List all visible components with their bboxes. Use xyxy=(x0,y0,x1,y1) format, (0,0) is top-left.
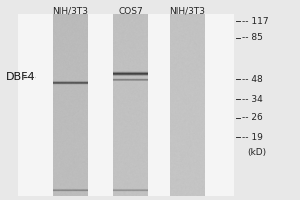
Text: -- 26: -- 26 xyxy=(242,114,262,122)
Text: DBF4: DBF4 xyxy=(6,72,36,82)
Text: COS7: COS7 xyxy=(118,7,143,16)
Text: -- 85: -- 85 xyxy=(242,33,262,43)
Text: -- 19: -- 19 xyxy=(242,132,262,142)
Text: (kD): (kD) xyxy=(248,148,267,158)
Bar xyxy=(18,14,234,196)
Text: NIH/3T3: NIH/3T3 xyxy=(52,7,88,16)
Text: -- 34: -- 34 xyxy=(242,95,262,104)
Text: -- 48: -- 48 xyxy=(242,74,262,84)
Text: -- 117: -- 117 xyxy=(242,17,268,25)
Text: NIH/3T3: NIH/3T3 xyxy=(169,7,206,16)
